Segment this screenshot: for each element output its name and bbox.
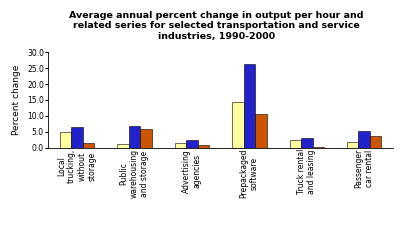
Bar [174, 143, 186, 148]
Bar [60, 132, 71, 148]
Bar [232, 102, 243, 148]
Bar [370, 136, 381, 148]
Bar [198, 145, 209, 148]
Bar [347, 142, 358, 148]
Bar [140, 129, 152, 148]
Text: Average annual percent change in output per hour and
related series for selected: Average annual percent change in output … [69, 11, 364, 40]
Bar [186, 140, 198, 148]
Bar [71, 127, 83, 148]
Bar [301, 138, 312, 148]
Bar [290, 140, 301, 148]
Y-axis label: Percent change: Percent change [12, 65, 21, 135]
Bar [83, 143, 94, 148]
Bar [129, 126, 140, 148]
Bar [358, 131, 370, 148]
Bar [117, 144, 129, 148]
Bar [243, 64, 255, 148]
Bar [312, 147, 324, 148]
Bar [255, 114, 267, 148]
